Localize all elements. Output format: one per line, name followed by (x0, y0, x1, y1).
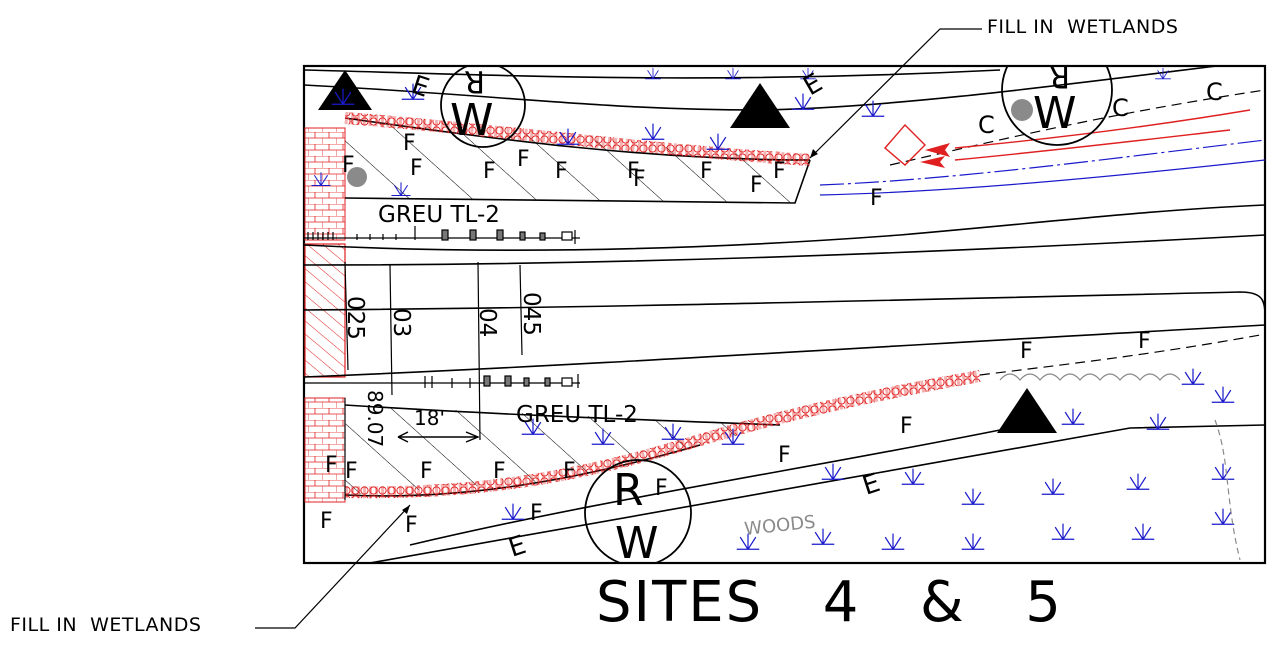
f-label: F (773, 159, 786, 184)
row-r-label: R (1049, 58, 1070, 93)
f-label: F (403, 131, 416, 156)
grey-marker (1011, 99, 1033, 121)
woods-edge (1214, 419, 1241, 561)
c-label: C (1112, 94, 1129, 122)
f-label: F (493, 459, 506, 484)
callout-leader-top-arrow (810, 149, 818, 158)
dashed-lines (889, 89, 1265, 376)
f-label: F (655, 476, 668, 501)
station-025: 025 (342, 296, 368, 340)
red-marker (884, 123, 926, 166)
triangle-marker-icon (997, 388, 1057, 433)
f-label: F (1138, 329, 1151, 354)
f-label: F (633, 167, 646, 192)
f-label: F (900, 414, 913, 439)
row-letters: W R W R R W (450, 58, 1077, 569)
f-label: F (627, 159, 640, 184)
tree-line (999, 373, 1181, 381)
station-03: 03 (388, 308, 414, 337)
f-label: F (405, 513, 418, 538)
f-label: F (1020, 339, 1033, 364)
f-label: F (483, 159, 496, 184)
station-labels: 025 03 04 045 89.07 (342, 292, 544, 447)
f-label: F (563, 459, 576, 484)
triangle-marker-icon (730, 83, 790, 128)
blue-lines (819, 139, 1265, 196)
fill-chain-bottom-b (344, 370, 982, 499)
f-label: F (320, 509, 333, 534)
station-04: 04 (474, 308, 500, 337)
clearing-labels: C C C (978, 78, 1223, 139)
red-arrow-2 (920, 156, 945, 168)
station-045: 045 (518, 292, 544, 336)
guardrail-bottom (304, 374, 580, 388)
c-label: C (978, 111, 995, 139)
f-label: F (517, 147, 530, 172)
left-shoulder-bot (304, 397, 346, 503)
row-circle-1 (440, 66, 526, 148)
red-arrow-1 (925, 143, 950, 157)
callout-leader-bottom-arrow (402, 505, 410, 514)
red-lines (954, 109, 1251, 161)
callout-leader-top (809, 28, 982, 159)
dim-18-label: 18' (414, 406, 445, 430)
f-label: F (342, 153, 355, 178)
f-label: F (530, 501, 543, 526)
fill-area-bottom (345, 405, 780, 495)
f-label: F (345, 459, 358, 484)
guardrail-label-top: GREU TL-2 (378, 202, 500, 228)
f-label: F (555, 159, 568, 184)
f-label: F (420, 459, 433, 484)
triangle-marker-icon (318, 70, 372, 110)
row-w-label: W (450, 95, 494, 146)
c-label: C (1206, 78, 1223, 106)
fill-area-top (345, 118, 810, 203)
arrow-icon (397, 431, 480, 443)
grey-marker (347, 167, 367, 187)
station-ticks (344, 261, 523, 500)
row-r-label: R (464, 63, 485, 98)
fill-labels: F F F F F F F F F F F F F F F F F F F F … (320, 131, 1151, 538)
f-label: F (325, 453, 338, 478)
e-label: E (408, 70, 433, 104)
row-w-label: W (1033, 88, 1077, 139)
fill-chain-top (344, 112, 811, 166)
sheet-title: SITES 4 & 5 (596, 570, 1063, 635)
guardrail-label-bottom: GREU TL-2 (516, 402, 638, 428)
f-label: F (700, 159, 713, 184)
f-label: F (750, 173, 763, 198)
row-w-label: W (615, 518, 659, 569)
f-label: F (410, 156, 423, 181)
f-label: F (870, 186, 883, 211)
woods-label: WOODS (743, 512, 816, 540)
left-shoulder-top (304, 127, 346, 241)
row-circle-3 (584, 459, 692, 563)
row-r-label: R (613, 465, 644, 516)
f-label: F (778, 443, 791, 468)
dim-89: 89.07 (363, 390, 387, 447)
row-circle-2 (1001, 66, 1113, 146)
callout-fill-in-wetlands-bottom: FILL IN WETLANDS (10, 614, 202, 636)
callout-leader-bottom (255, 504, 411, 629)
guardrail-top (304, 226, 580, 244)
callout-fill-in-wetlands-top: FILL IN WETLANDS (987, 16, 1179, 38)
